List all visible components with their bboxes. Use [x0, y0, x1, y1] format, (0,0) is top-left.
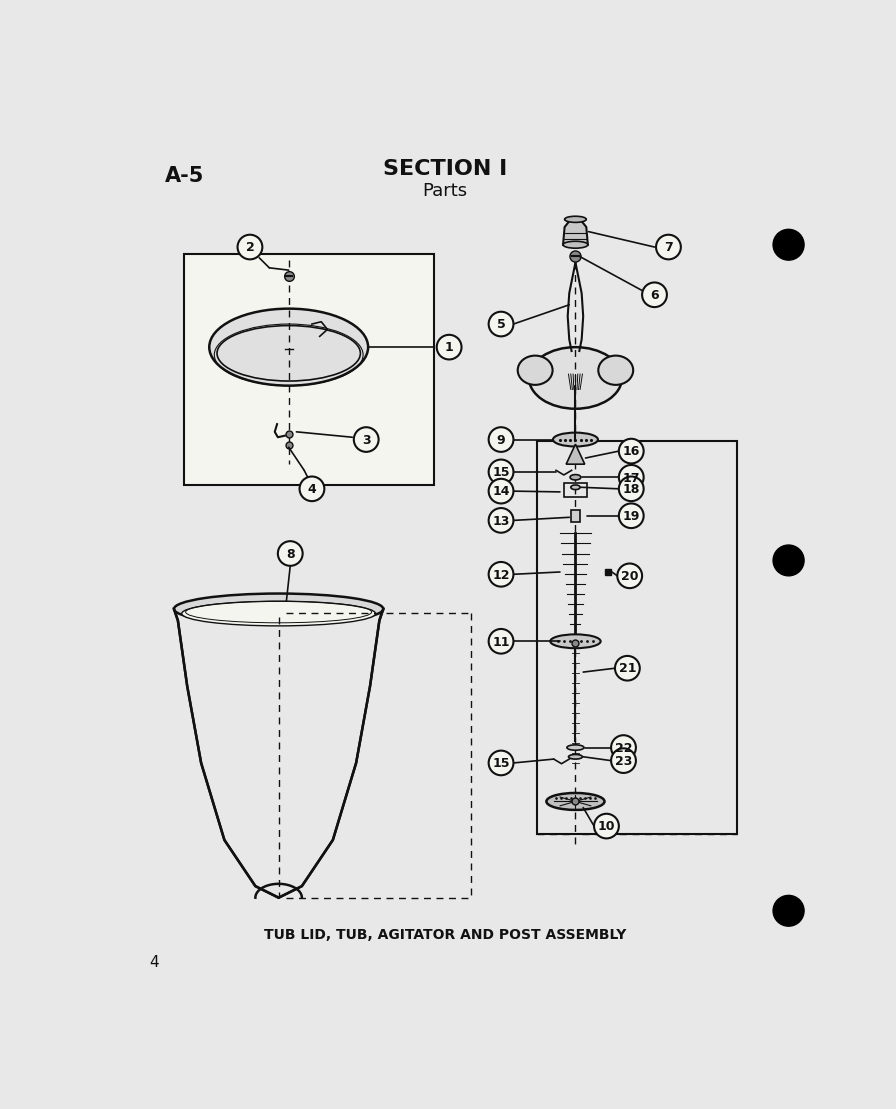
Text: 22: 22	[615, 742, 633, 755]
Text: 2: 2	[246, 242, 254, 254]
Text: TUB LID, TUB, AGITATOR AND POST ASSEMBLY: TUB LID, TUB, AGITATOR AND POST ASSEMBLY	[264, 928, 626, 943]
Text: 3: 3	[362, 434, 371, 447]
Circle shape	[594, 814, 619, 838]
Circle shape	[354, 427, 379, 451]
Text: 13: 13	[493, 515, 510, 528]
Text: 21: 21	[618, 662, 636, 675]
Ellipse shape	[210, 308, 368, 386]
Bar	[537, 441, 737, 834]
Polygon shape	[566, 445, 585, 465]
Text: 9: 9	[496, 434, 505, 447]
Bar	[184, 254, 435, 485]
Circle shape	[436, 335, 461, 359]
Ellipse shape	[174, 593, 383, 624]
Bar	[564, 484, 587, 497]
Text: A-5: A-5	[165, 165, 204, 185]
Circle shape	[773, 230, 804, 261]
Circle shape	[237, 235, 263, 260]
Ellipse shape	[564, 216, 586, 223]
Circle shape	[619, 465, 643, 489]
Circle shape	[488, 508, 513, 532]
Ellipse shape	[568, 754, 582, 759]
Text: 18: 18	[623, 484, 640, 496]
Circle shape	[642, 283, 667, 307]
Text: 20: 20	[621, 570, 639, 583]
Text: 15: 15	[492, 466, 510, 479]
Text: 10: 10	[598, 821, 616, 833]
Circle shape	[611, 749, 636, 773]
Circle shape	[488, 562, 513, 587]
Text: 6: 6	[650, 289, 659, 302]
Ellipse shape	[182, 601, 375, 625]
Text: 4: 4	[307, 484, 316, 496]
Ellipse shape	[570, 475, 581, 480]
Ellipse shape	[571, 485, 580, 489]
Text: 4: 4	[150, 955, 159, 970]
Ellipse shape	[529, 347, 622, 409]
Circle shape	[615, 655, 640, 681]
Circle shape	[299, 477, 324, 501]
Circle shape	[773, 895, 804, 926]
Circle shape	[278, 541, 303, 566]
Ellipse shape	[550, 634, 600, 648]
Text: Parts: Parts	[423, 182, 468, 201]
Text: 14: 14	[492, 486, 510, 498]
Text: 15: 15	[492, 757, 510, 771]
Ellipse shape	[563, 242, 588, 248]
Ellipse shape	[599, 356, 633, 385]
Circle shape	[619, 503, 643, 528]
Text: 5: 5	[496, 318, 505, 332]
Circle shape	[488, 459, 513, 485]
Text: 8: 8	[286, 548, 295, 561]
Circle shape	[488, 427, 513, 451]
Circle shape	[611, 735, 636, 760]
Text: 12: 12	[492, 569, 510, 581]
Circle shape	[617, 563, 642, 588]
Ellipse shape	[567, 745, 584, 750]
Text: 23: 23	[615, 755, 633, 767]
Circle shape	[656, 235, 681, 260]
Ellipse shape	[547, 793, 605, 810]
Ellipse shape	[518, 356, 553, 385]
Ellipse shape	[553, 433, 598, 447]
Circle shape	[488, 751, 513, 775]
Text: 17: 17	[623, 471, 640, 485]
Bar	[571, 510, 580, 522]
Circle shape	[773, 545, 804, 576]
Text: 16: 16	[623, 446, 640, 458]
Text: SECTION I: SECTION I	[383, 160, 507, 180]
Text: 7: 7	[664, 242, 673, 254]
Circle shape	[488, 629, 513, 653]
Circle shape	[619, 477, 643, 501]
Text: 19: 19	[623, 510, 640, 523]
Circle shape	[619, 439, 643, 464]
Circle shape	[488, 479, 513, 503]
Polygon shape	[174, 609, 383, 897]
Polygon shape	[563, 220, 588, 245]
Circle shape	[488, 312, 513, 336]
Text: 1: 1	[444, 342, 453, 355]
Text: 11: 11	[492, 635, 510, 649]
